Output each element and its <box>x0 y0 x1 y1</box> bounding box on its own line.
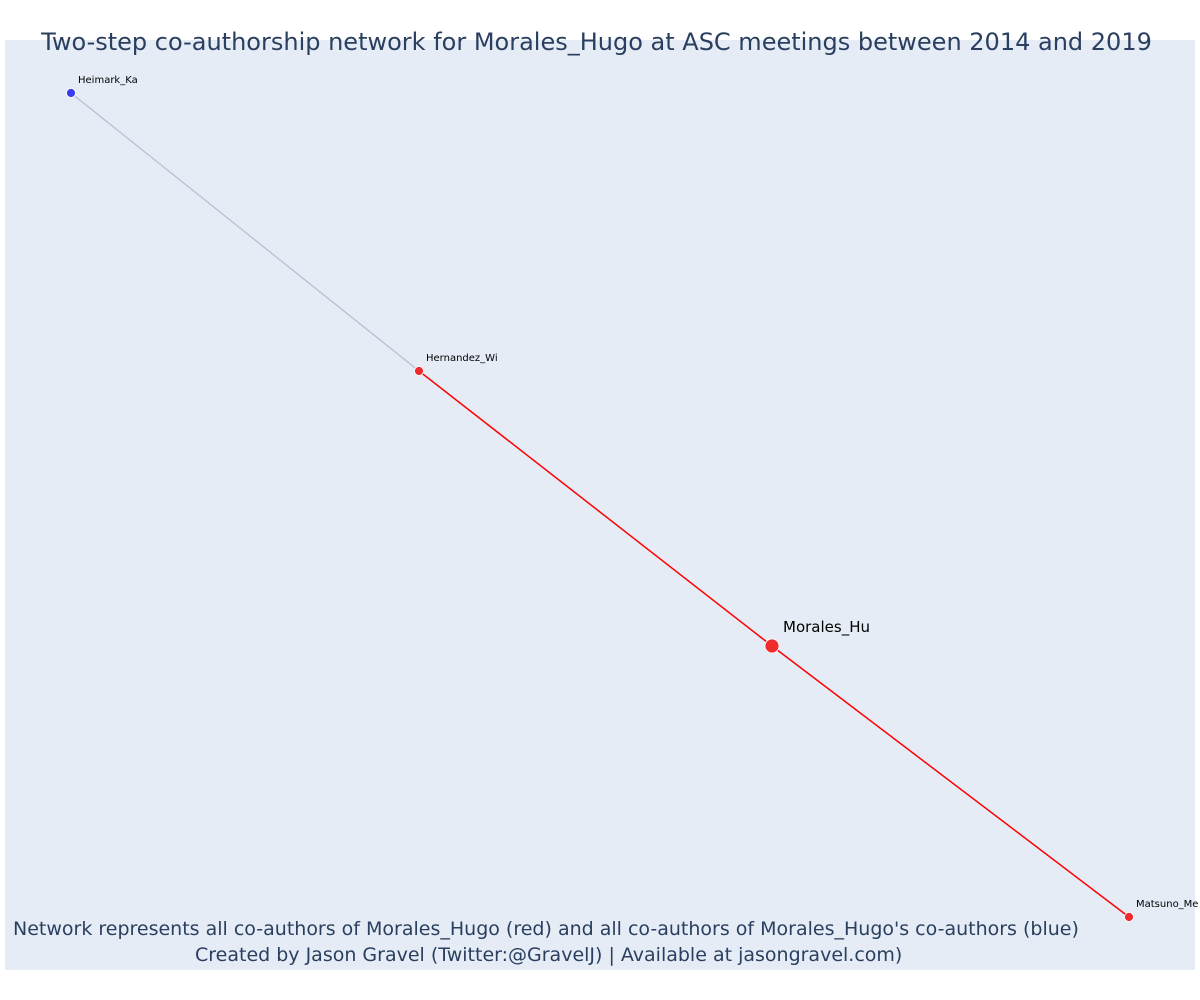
caption-description: Network represents all co-authors of Mor… <box>13 918 1079 940</box>
chart-title: Two-step co-authorship network for Moral… <box>41 28 1152 56</box>
caption-credit: Created by Jason Gravel (Twitter:@Gravel… <box>195 944 903 966</box>
edge-Heimark_Ka-Hernandez_Wi <box>70 92 420 372</box>
edge-Hernandez_Wi-Morales_Hu <box>418 370 773 647</box>
plot-area <box>5 40 1195 970</box>
edge-Morales_Hu-Matsuno_Me <box>771 645 1130 918</box>
edges-layer <box>70 92 1130 918</box>
node-label-Morales_Hu: Morales_Hu <box>783 618 870 637</box>
node-label-Matsuno_Me: Matsuno_Me <box>1136 899 1198 910</box>
node-Hernandez_Wi[interactable] <box>414 366 424 376</box>
nodes-layer: Heimark_Ka Hernandez_Wi Morales_Hu Matsuno_… <box>66 75 1198 922</box>
node-label-Heimark_Ka: Heimark_Ka <box>78 75 138 86</box>
node-Matsuno_Me[interactable] <box>1124 912 1134 922</box>
node-label-Hernandez_Wi: Hernandez_Wi <box>426 353 498 364</box>
node-Heimark_Ka[interactable] <box>66 88 76 98</box>
node-Morales_Hu[interactable] <box>764 638 780 654</box>
